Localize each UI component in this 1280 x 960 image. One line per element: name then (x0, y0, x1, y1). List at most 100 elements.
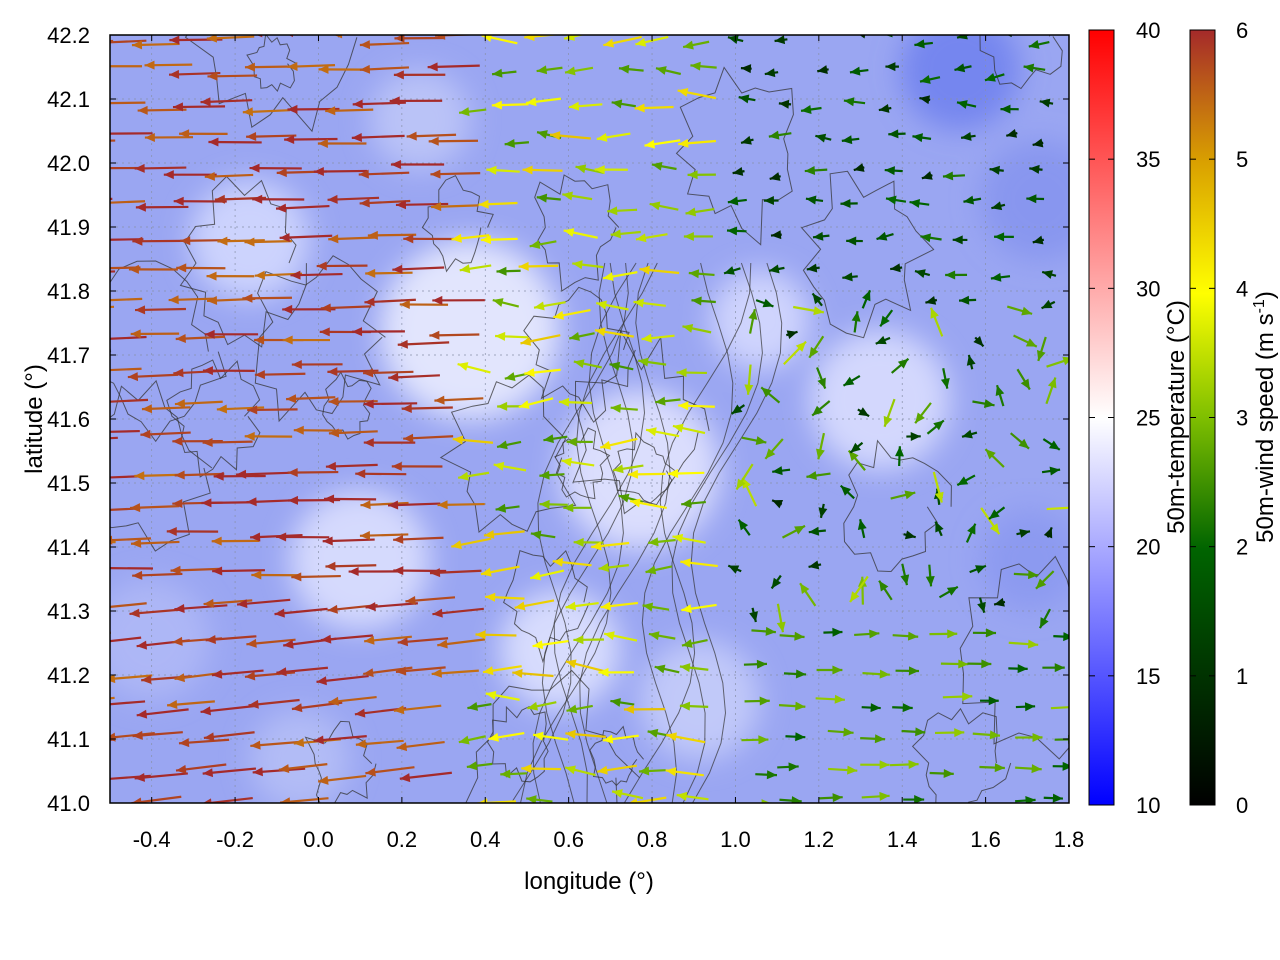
wind-vector (569, 332, 595, 341)
wind-vector-shaft (55, 69, 107, 70)
wind-vector-head (244, 671, 256, 681)
wind-vector-head (318, 806, 328, 815)
wind-vector-head (832, 793, 843, 803)
wind-vector (741, 436, 767, 446)
wind-vector (482, 665, 522, 676)
wind-vector (973, 335, 985, 348)
wind-vector-head (870, 703, 881, 713)
grid-lines (110, 35, 1069, 803)
wind-vector-shaft (110, 367, 142, 372)
wind-vector-head (206, 295, 218, 305)
wind-vector-head (642, 602, 654, 612)
wind-vector (984, 448, 1005, 468)
wind-vector-head (788, 762, 799, 772)
wind-vector-head (774, 35, 786, 45)
wind-vector-head (925, 576, 935, 587)
wind-vector-head (459, 107, 470, 117)
wind-vector (903, 530, 916, 540)
wind-vector (564, 765, 596, 777)
wind-vector (348, 567, 403, 577)
wind-vector (110, 674, 153, 684)
wind-vector (393, 70, 446, 80)
wind-vector (406, 131, 457, 141)
wind-vector (405, 596, 456, 606)
wind-vector-head (1028, 570, 1039, 580)
wind-vector (805, 195, 824, 205)
wind-vector (906, 431, 921, 441)
wind-vector (861, 289, 872, 309)
wind-vector-head (816, 448, 825, 460)
wind-vector-head (492, 68, 503, 78)
wind-vector-head (178, 808, 188, 817)
wind-vector (770, 230, 782, 240)
contour-line (671, 262, 763, 803)
wind-vector-head (254, 335, 265, 345)
wind-vector (532, 731, 569, 741)
wind-vector-head (174, 603, 185, 613)
wind-vector-head (564, 66, 576, 76)
wind-vector (651, 161, 677, 171)
wind-vector-head (328, 428, 340, 438)
wind-vector (144, 60, 193, 70)
wind-vector-head (251, 570, 262, 580)
wind-vector (687, 170, 716, 180)
wind-vector (110, 200, 146, 204)
wind-vector-head (359, 40, 371, 50)
wind-vector-head (630, 498, 641, 508)
wind-vector (849, 441, 864, 454)
colorbar-tick-label: 3 (1236, 406, 1248, 431)
wind-vector-head (459, 264, 471, 274)
wind-vector (995, 384, 1005, 407)
wind-vector-head (623, 704, 634, 714)
wind-vector (202, 437, 253, 447)
wind-vector (459, 264, 492, 274)
wind-vector (930, 307, 944, 337)
wind-vector-head (399, 773, 411, 783)
wind-vector-head (430, 169, 441, 179)
wind-vector-head (908, 666, 919, 676)
wind-vector-head (954, 728, 965, 738)
wind-vector-head (214, 194, 226, 204)
wind-vector-head (393, 705, 405, 715)
wind-vector (1032, 235, 1045, 245)
wind-vector-head (89, 473, 99, 482)
wind-vector-head (795, 25, 806, 34)
wind-vector-head (990, 272, 1002, 282)
wind-vector (849, 66, 869, 76)
wind-vector-head (840, 199, 851, 209)
wind-vector (451, 233, 490, 243)
wind-vector (529, 240, 557, 249)
wind-vector-head (248, 699, 259, 709)
wind-vector (655, 66, 682, 76)
wind-vector-head (286, 394, 297, 404)
wind-vector (683, 231, 713, 241)
wind-vector (681, 498, 706, 508)
wind-vector-head (500, 769, 511, 779)
wind-vector (172, 102, 226, 112)
contour-line (254, 255, 386, 423)
wind-vector-head (202, 437, 213, 447)
wind-vector-head (93, 700, 103, 709)
wind-vector-head (97, 397, 107, 406)
wind-vector (539, 499, 568, 509)
wind-vector-head (967, 523, 976, 535)
wind-vector (205, 635, 257, 644)
wind-vector-head (878, 103, 890, 113)
wind-vector (743, 799, 772, 803)
wind-vector (618, 64, 644, 74)
wind-vector-head (481, 35, 492, 42)
wind-vector-head (514, 601, 526, 611)
wind-vector-head (678, 138, 689, 148)
wind-vector-head (900, 574, 910, 586)
wind-vector-head (328, 696, 339, 706)
wind-vector-head (646, 427, 657, 437)
wind-vector (741, 735, 769, 745)
wind-vector (176, 263, 226, 273)
wind-vector (313, 167, 368, 176)
wind-vector (1029, 164, 1043, 174)
wind-vector-head (562, 191, 573, 201)
wind-vector (518, 397, 554, 409)
x-tick-label: -0.2 (216, 827, 254, 852)
wind-vector (895, 666, 919, 676)
wind-vector-head (451, 808, 462, 817)
